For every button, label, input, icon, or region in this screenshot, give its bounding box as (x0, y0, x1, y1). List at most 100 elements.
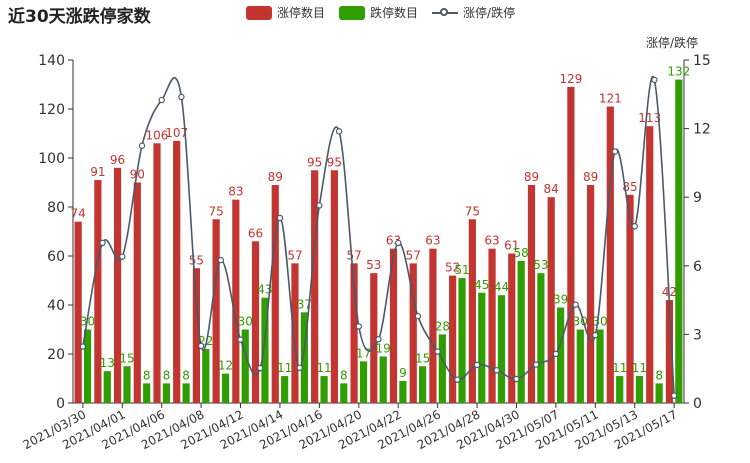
bar-limit-up (192, 268, 201, 403)
bar-limit-down (497, 295, 506, 403)
bar-limit-down (438, 334, 446, 403)
ratio-point (611, 148, 619, 155)
bar-limit-down (340, 383, 348, 403)
data-label-limit-down: 51 (454, 263, 469, 277)
ratio-point (414, 312, 422, 320)
ratio-point (217, 256, 225, 264)
bar-limit-down (458, 278, 466, 403)
data-label-limit-up: 89 (268, 170, 283, 184)
bar-limit-down (123, 366, 131, 403)
bar-limit-up (330, 170, 338, 403)
data-label-limit-down: 8 (163, 368, 171, 382)
data-label-limit-up: 89 (583, 170, 598, 184)
bar-limit-up (232, 199, 240, 403)
data-label-limit-up: 95 (327, 155, 342, 169)
data-label-limit-up: 107 (165, 126, 188, 140)
data-label-limit-down: 53 (533, 258, 548, 272)
legend-item-ratio[interactable]: 涨停/跌停 (432, 4, 515, 21)
data-label-limit-up: 113 (638, 111, 661, 125)
data-label-limit-up: 106 (146, 128, 169, 142)
data-label-limit-down: 9 (399, 366, 407, 380)
ratio-point (631, 223, 638, 230)
data-label-limit-up: 61 (504, 239, 519, 253)
ratio-point (375, 336, 382, 343)
bar-limit-down (616, 376, 624, 403)
bar-limit-up (370, 273, 378, 403)
data-label-limit-down: 44 (494, 280, 509, 294)
ratio-point (257, 364, 264, 372)
ratio-point (395, 239, 402, 247)
data-label-limit-down: 12 (218, 359, 233, 373)
data-label-limit-up: 63 (484, 234, 499, 248)
data-label-limit-up: 55 (189, 253, 204, 267)
data-label-limit-up: 121 (599, 92, 622, 106)
data-label-limit-down: 19 (376, 341, 391, 355)
bar-limit-up (547, 197, 555, 403)
data-label-limit-up: 53 (366, 258, 381, 272)
ratio-point (355, 323, 362, 330)
ratio-point (592, 331, 599, 339)
data-label-limit-up: 63 (425, 234, 440, 248)
bar-limit-up (113, 167, 122, 403)
y-right-tick-label: 15 (693, 53, 711, 69)
bar-limit-up (133, 182, 141, 403)
y-right-tick-label: 0 (693, 396, 702, 412)
data-label-limit-down: 17 (356, 346, 371, 360)
bar-limit-up (311, 170, 319, 403)
bar-limit-up (271, 184, 279, 403)
ratio-point (473, 361, 481, 369)
bar-limit-down (379, 356, 387, 403)
bar-limit-down (221, 373, 230, 403)
y-left-tick-label: 0 (56, 396, 65, 412)
bar-limit-down (103, 371, 111, 403)
data-label-limit-down: 30 (238, 315, 253, 329)
y-left-tick-label: 40 (47, 298, 65, 314)
legend-swatch-limit-down (339, 5, 366, 20)
data-label-limit-down: 11 (632, 361, 647, 375)
legend-item-limit-up[interactable]: 涨停数目 (246, 4, 325, 21)
legend-label-limit-up: 涨停数目 (277, 6, 326, 20)
data-label-limit-down: 8 (143, 368, 151, 382)
bar-limit-down (419, 366, 427, 403)
data-label-limit-down: 39 (553, 292, 568, 306)
data-label-limit-up: 91 (90, 165, 105, 179)
y-left-tick-label: 100 (38, 151, 65, 167)
ratio-point (276, 214, 284, 222)
data-label-limit-up: 57 (287, 248, 302, 262)
ratio-point (178, 93, 185, 101)
data-label-limit-up: 95 (307, 155, 322, 169)
bar-limit-down (281, 376, 289, 403)
data-label-limit-up: 74 (71, 207, 86, 221)
bar-limit-down (399, 380, 407, 403)
ratio-point (532, 361, 540, 368)
data-label-limit-down: 11 (277, 361, 292, 375)
y-right-tick-label: 9 (693, 190, 702, 206)
bar-limit-down (359, 361, 368, 403)
bar-limit-down (556, 307, 565, 403)
bar-limit-up (468, 219, 476, 403)
bar-limit-up (567, 86, 575, 403)
bar-limit-down (596, 329, 604, 403)
legend[interactable]: 涨停数目 跌停数目 涨停/跌停 (246, 4, 515, 21)
data-label-limit-up: 89 (524, 170, 539, 184)
data-label-limit-up: 66 (248, 226, 263, 240)
legend-label-ratio: 涨停/跌停 (463, 6, 516, 20)
ratio-point (572, 301, 579, 308)
data-label-limit-down: 132 (667, 65, 690, 79)
data-label-limit-down: 15 (415, 351, 430, 365)
bar-limit-up (291, 263, 299, 403)
right-axis-name: 涨停/跌停 (645, 36, 698, 50)
data-label-limit-down: 13 (100, 356, 115, 370)
ratio-point (454, 376, 461, 383)
data-label-limit-down: 58 (514, 246, 529, 260)
bar-limit-up (488, 248, 496, 403)
bar-limit-down (635, 376, 644, 403)
legend-item-limit-down[interactable]: 跌停数目 (339, 4, 418, 21)
bar-limit-down (517, 260, 525, 403)
bar-limit-up (508, 253, 516, 403)
bar-limit-up (626, 194, 634, 403)
chart-title: 近30天涨跌停家数 (8, 7, 151, 27)
bar-limit-down (576, 329, 584, 403)
